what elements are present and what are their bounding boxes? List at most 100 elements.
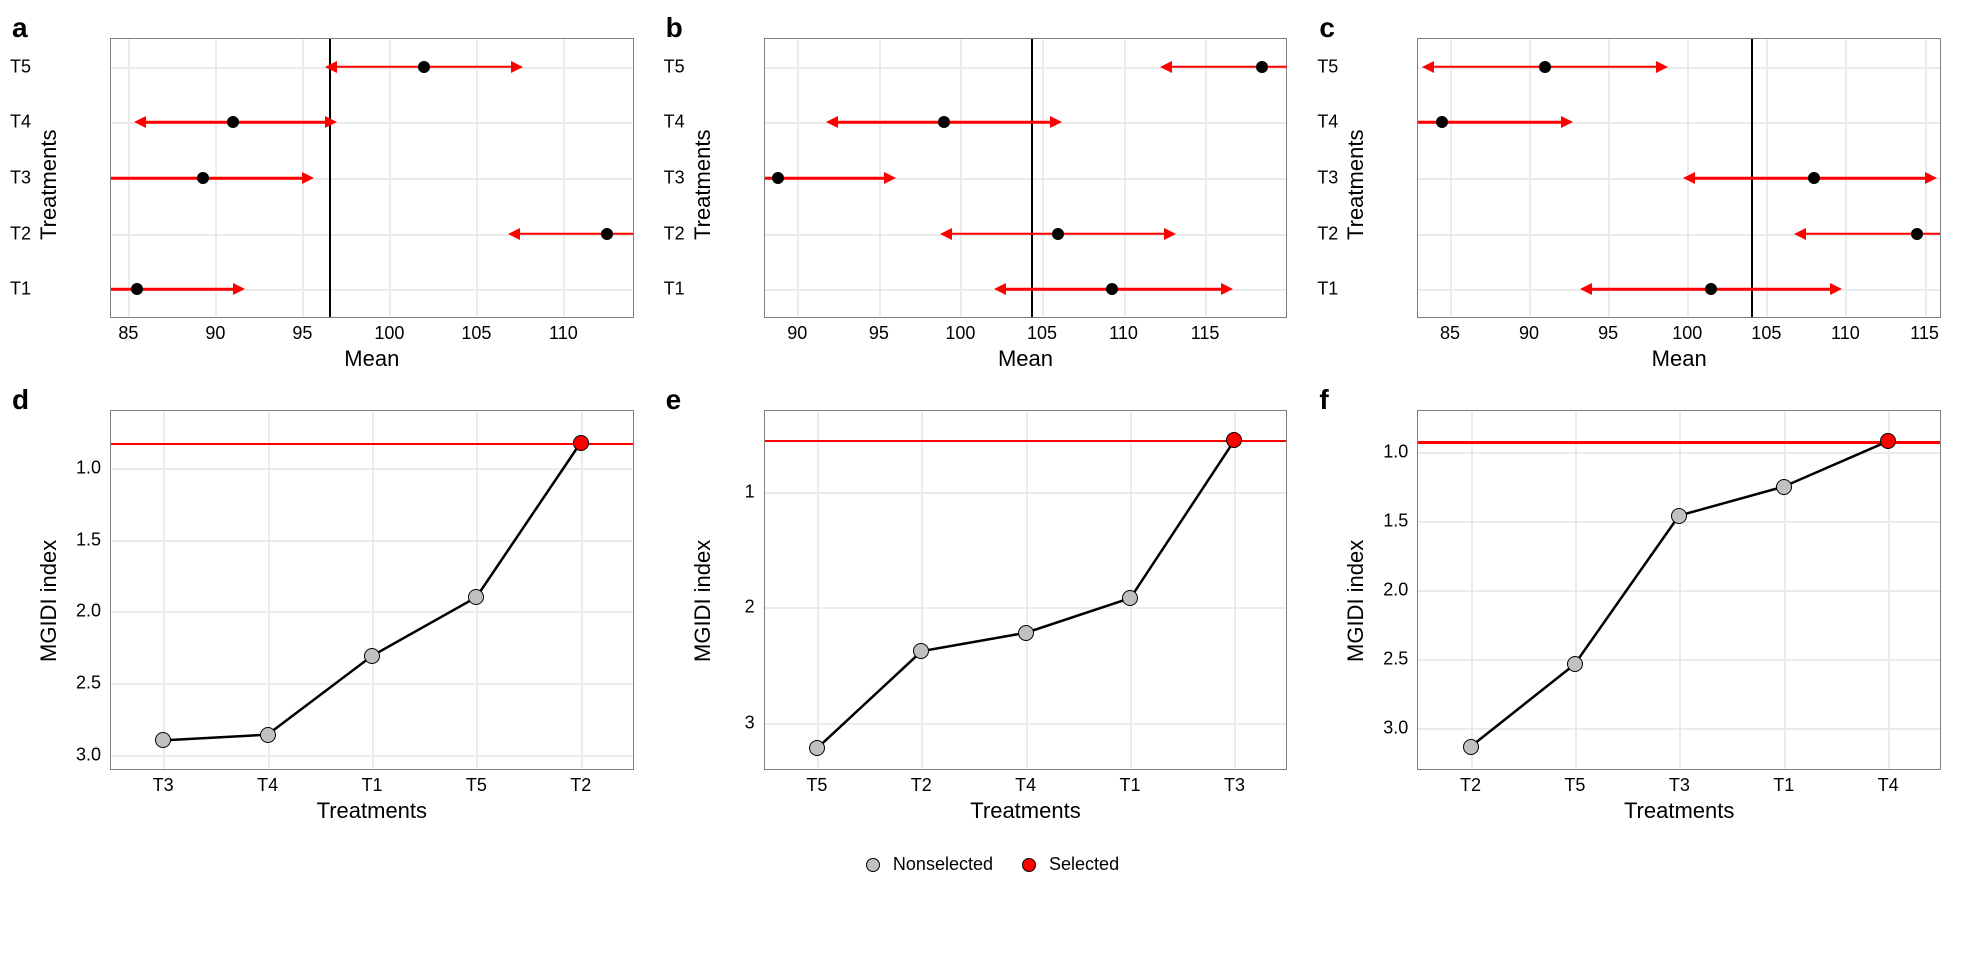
mean-point xyxy=(601,228,613,240)
y-tick-label: 3.0 xyxy=(51,744,101,765)
y-tick-label: T2 xyxy=(0,223,31,244)
y-tick-label: 2.5 xyxy=(1358,648,1408,669)
mgidi-point xyxy=(1018,625,1034,641)
x-tick-label: 90 xyxy=(787,323,807,344)
legend-label-nonselected: Nonselected xyxy=(893,854,993,874)
mgidi-point xyxy=(364,648,380,664)
x-tick-label: 95 xyxy=(1598,323,1618,344)
mgidi-point xyxy=(155,732,171,748)
y-tick-label: 1.0 xyxy=(1358,442,1408,463)
mean-point xyxy=(1106,283,1118,295)
interval-segment xyxy=(520,232,633,235)
x-tick-label: 115 xyxy=(1910,323,1939,344)
y-axis-title-a: Treatments xyxy=(36,130,62,240)
y-tick-label: 2 xyxy=(705,597,755,618)
x-tick-label: T2 xyxy=(570,775,591,796)
y-tick-label: T5 xyxy=(625,56,685,77)
panel-d: d MGIDI index 1.01.52.02.53.0T3T4T1T5T2 … xyxy=(20,392,634,824)
y-tick-label: T3 xyxy=(1278,168,1338,189)
mean-point xyxy=(418,61,430,73)
legend-swatch-nonselected xyxy=(866,858,880,872)
arrowhead-right-icon xyxy=(1164,228,1176,240)
arrowhead-right-icon xyxy=(233,283,245,295)
arrowhead-left-icon xyxy=(134,116,146,128)
mean-point xyxy=(1539,61,1551,73)
panel-label-d: d xyxy=(12,384,29,416)
arrowhead-right-icon xyxy=(325,116,337,128)
mgidi-point xyxy=(1122,590,1138,606)
mean-point xyxy=(772,172,784,184)
mean-point xyxy=(1911,228,1923,240)
mgidi-point xyxy=(468,589,484,605)
x-tick-label: T3 xyxy=(153,775,174,796)
arrowhead-right-icon xyxy=(302,172,314,184)
arrowhead-right-icon xyxy=(884,172,896,184)
x-tick-label: 95 xyxy=(869,323,889,344)
y-tick-label: 3.0 xyxy=(1358,717,1408,738)
x-axis-title-e: Treatments xyxy=(764,798,1288,824)
mean-point xyxy=(1808,172,1820,184)
y-axis-title-b: Treatments xyxy=(690,130,716,240)
plot-area-b: 9095100105110115T1T2T3T4T5 xyxy=(764,38,1288,318)
figure-grid: a Treatments 859095100105110T1T2T3T4T5 M… xyxy=(20,20,1941,875)
x-tick-label: T4 xyxy=(257,775,278,796)
y-tick-label: T3 xyxy=(0,168,31,189)
x-tick-label: 105 xyxy=(461,323,491,344)
x-tick-label: 100 xyxy=(1672,323,1702,344)
y-tick-label: 1.0 xyxy=(51,458,101,479)
y-tick-label: T5 xyxy=(0,56,31,77)
panel-c: c Treatments 859095100105110115T1T2T3T4T… xyxy=(1327,20,1941,372)
x-tick-label: T3 xyxy=(1669,775,1690,796)
y-tick-label: 1 xyxy=(705,481,755,502)
y-tick-label: T4 xyxy=(1278,112,1338,133)
y-tick-label: 1.5 xyxy=(1358,511,1408,532)
panel-label-a: a xyxy=(12,12,28,44)
mgidi-point xyxy=(1671,508,1687,524)
x-tick-label: 90 xyxy=(1519,323,1539,344)
panel-a: a Treatments 859095100105110T1T2T3T4T5 M… xyxy=(20,20,634,372)
interval-segment xyxy=(111,288,233,291)
arrowhead-left-icon xyxy=(1422,61,1434,73)
x-tick-label: T5 xyxy=(466,775,487,796)
y-tick-label: T5 xyxy=(1278,56,1338,77)
x-axis-title-a: Mean xyxy=(110,346,634,372)
arrowhead-right-icon xyxy=(1561,116,1573,128)
x-axis-title-f: Treatments xyxy=(1417,798,1941,824)
x-tick-label: 105 xyxy=(1751,323,1781,344)
panel-label-f: f xyxy=(1319,384,1328,416)
y-tick-label: 2.0 xyxy=(1358,580,1408,601)
x-tick-label: T4 xyxy=(1015,775,1036,796)
y-axis-title-c: Treatments xyxy=(1343,130,1369,240)
plot-area-f: 1.01.52.02.53.0T2T5T3T1T4 xyxy=(1417,410,1941,770)
x-tick-label: T5 xyxy=(806,775,827,796)
arrowhead-right-icon xyxy=(1830,283,1842,295)
x-axis-title-c: Mean xyxy=(1417,346,1941,372)
panel-label-c: c xyxy=(1319,12,1335,44)
y-tick-label: T2 xyxy=(1278,223,1338,244)
arrowhead-left-icon xyxy=(1683,172,1695,184)
legend-label-selected: Selected xyxy=(1049,854,1119,874)
arrowhead-right-icon xyxy=(1221,283,1233,295)
mean-point xyxy=(938,116,950,128)
panel-label-e: e xyxy=(666,384,682,416)
panel-b: b Treatments 9095100105110115T1T2T3T4T5 … xyxy=(674,20,1288,372)
mean-point xyxy=(1052,228,1064,240)
mgidi-point xyxy=(913,643,929,659)
mgidi-point xyxy=(260,727,276,743)
y-tick-label: 2.0 xyxy=(51,601,101,622)
mgidi-point xyxy=(809,740,825,756)
arrowhead-left-icon xyxy=(325,61,337,73)
plot-area-a: 859095100105110T1T2T3T4T5 xyxy=(110,38,634,318)
panel-e: e MGIDI index 123T5T2T4T1T3 Treatments xyxy=(674,392,1288,824)
mean-point xyxy=(1705,283,1717,295)
x-tick-label: 105 xyxy=(1027,323,1057,344)
x-axis-title-b: Mean xyxy=(764,346,1288,372)
y-tick-label: T1 xyxy=(625,279,685,300)
legend: Nonselected Selected xyxy=(20,844,1941,875)
arrowhead-right-icon xyxy=(511,61,523,73)
y-tick-label: 2.5 xyxy=(51,673,101,694)
x-tick-label: T2 xyxy=(911,775,932,796)
mean-point xyxy=(197,172,209,184)
x-tick-label: T1 xyxy=(361,775,382,796)
y-tick-label: T4 xyxy=(625,112,685,133)
